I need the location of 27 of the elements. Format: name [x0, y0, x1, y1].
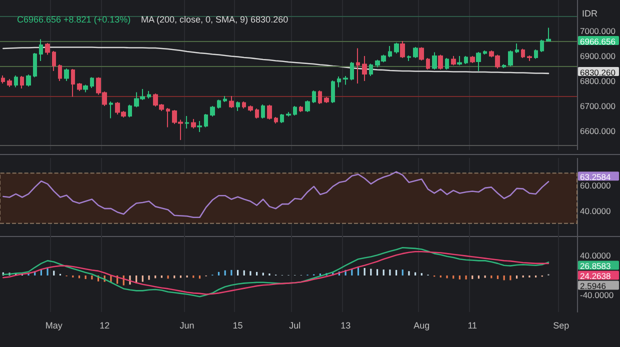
x-tick-label: 11: [468, 320, 478, 330]
y-tick-label: 40.0000: [580, 206, 611, 216]
text: 6966.656: [580, 36, 616, 46]
text: 26.8583: [580, 261, 611, 272]
y-tick-label: 40.0000: [580, 250, 611, 261]
y-tick-label: -40.0000: [580, 290, 614, 300]
x-tick-label: 13: [340, 320, 351, 330]
text: 63.2584: [580, 172, 611, 182]
text: MA (200, close, 0, SMA, 9) 6830.260: [141, 14, 288, 24]
text: 6830.260: [580, 68, 616, 78]
x-tick-label: 15: [232, 320, 243, 330]
text: 2.5946: [580, 281, 606, 292]
x-tick-label: May: [45, 320, 63, 330]
text: 24.2638: [580, 271, 611, 282]
x-tick-label: Sep: [553, 320, 570, 330]
y-axis-title: IDR: [582, 8, 598, 18]
x-tick-label: Aug: [414, 320, 430, 330]
y-tick-label: 6700.000: [580, 101, 616, 111]
x-tick-label: 12: [100, 320, 110, 330]
y-tick-label: 7000.000: [580, 26, 616, 36]
y-tick-label: 6900.000: [580, 51, 616, 61]
x-tick-label: Jun: [180, 320, 194, 330]
y-tick-label: 6800.000: [580, 76, 616, 86]
x-tick-label: Jul: [289, 320, 301, 330]
text: C6966.656 +8.821 (+0.13%): [17, 14, 131, 24]
y-tick-label: 60.0000: [580, 180, 611, 191]
y-tick-label: 6600.000: [580, 126, 616, 136]
